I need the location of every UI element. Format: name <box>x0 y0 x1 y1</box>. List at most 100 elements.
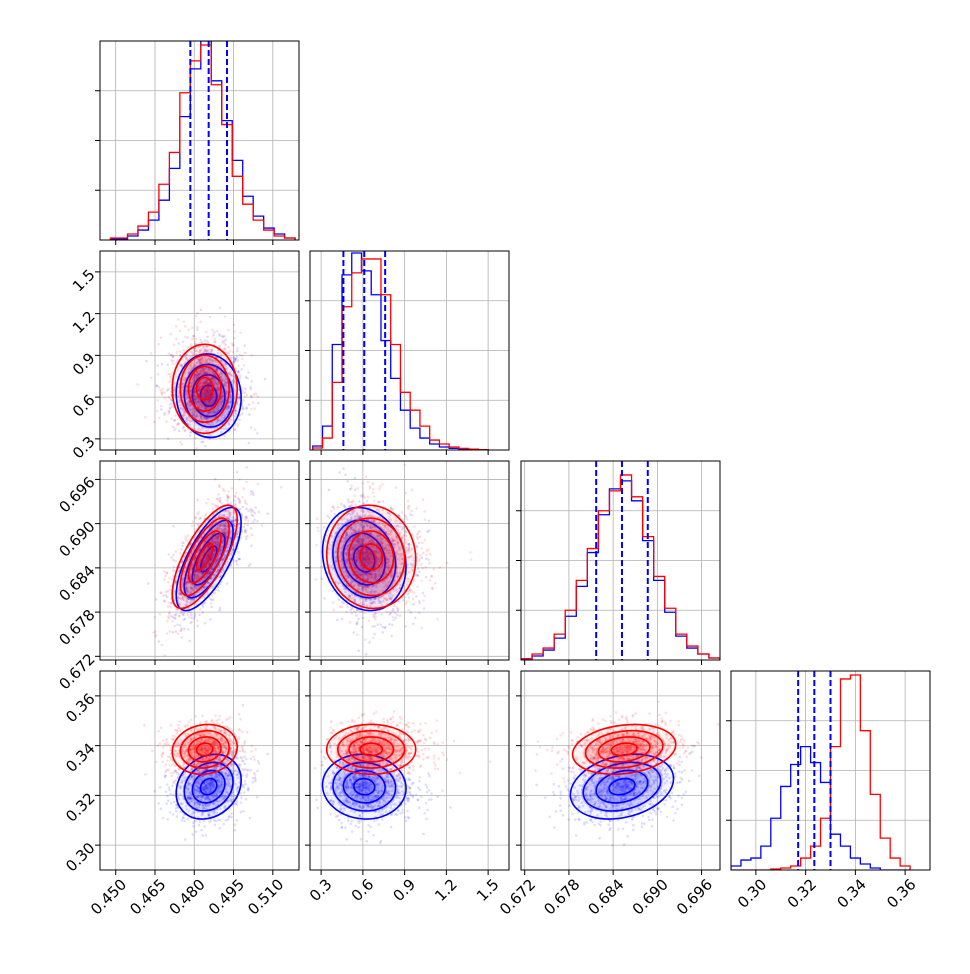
scatter-point <box>237 551 240 554</box>
scatter-point <box>237 371 240 374</box>
histogram-step-red <box>313 259 488 450</box>
scatter-point <box>245 481 248 484</box>
scatter-point <box>161 363 164 366</box>
scatter-point <box>204 445 207 448</box>
scatter-point <box>194 613 197 616</box>
scatter-point <box>180 548 183 551</box>
scatter-point <box>415 507 418 510</box>
scatter-point <box>177 423 180 426</box>
scatter-point <box>251 491 254 494</box>
scatter-point <box>410 611 413 614</box>
scatter-point <box>200 309 203 312</box>
scatter-point <box>223 335 226 338</box>
scatter-point <box>421 557 424 560</box>
scatter-point <box>199 339 202 342</box>
scatter-point <box>163 391 166 394</box>
scatter-point <box>195 517 198 520</box>
scatter-point <box>238 478 241 481</box>
scatter-point <box>172 559 175 562</box>
scatter-point <box>346 480 349 483</box>
scatter-point <box>396 614 399 617</box>
scatter-point <box>408 596 411 599</box>
scatter-point <box>209 316 212 319</box>
scatter-point <box>244 518 247 521</box>
scatter-point <box>390 610 393 613</box>
scatter-point <box>165 572 168 575</box>
scatter-point <box>247 520 250 523</box>
scatter-point <box>188 329 191 332</box>
scatter-point <box>196 326 199 329</box>
scatter-point <box>232 350 235 353</box>
scatter-point <box>418 559 421 562</box>
scatter-point <box>167 353 170 356</box>
scatter-point <box>174 427 177 430</box>
scatter-point <box>158 640 161 643</box>
scatter-point <box>235 560 238 563</box>
scatter-point <box>179 552 182 555</box>
scatter-point <box>241 358 244 361</box>
scatter-point <box>184 537 187 540</box>
scatter-point <box>390 635 393 638</box>
scatter-point <box>408 505 411 508</box>
scatter-point <box>236 471 239 474</box>
scatter-point <box>186 613 189 616</box>
scatter-point <box>243 396 246 399</box>
density-panel-p0-p1 <box>136 306 266 467</box>
scatter-point <box>244 528 247 531</box>
scatter-point <box>167 581 170 584</box>
scatter-point <box>196 328 199 331</box>
scatter-point <box>247 371 250 374</box>
scatter-point <box>380 623 383 626</box>
scatter-point <box>210 606 213 609</box>
scatter-point <box>211 507 214 510</box>
scatter-point <box>169 606 172 609</box>
scatter-point <box>228 352 231 355</box>
scatter-point <box>395 616 398 619</box>
scatter-point <box>193 617 196 620</box>
scatter-point <box>198 613 201 616</box>
scatter-point <box>177 632 180 635</box>
scatter-point <box>190 614 193 617</box>
scatter-point <box>166 632 169 635</box>
scatter-point <box>244 388 247 391</box>
scatter-point <box>256 432 259 435</box>
scatter-point <box>164 397 167 400</box>
scatter-point <box>173 617 176 620</box>
scatter-point <box>367 481 370 484</box>
scatter-point <box>412 622 415 625</box>
scatter-point <box>160 408 163 411</box>
scatter-point <box>205 502 208 505</box>
scatter-point <box>264 378 267 381</box>
scatter-point <box>171 620 174 623</box>
scatter-point <box>316 526 319 529</box>
scatter-point <box>382 500 385 503</box>
scatter-point <box>347 501 350 504</box>
scatter-point <box>216 498 219 501</box>
scatter-point <box>341 618 344 621</box>
scatter-point <box>145 360 148 363</box>
scatter-point <box>404 625 407 628</box>
scatter-point <box>365 653 368 656</box>
scatter-point <box>230 356 233 359</box>
scatter-point <box>366 500 369 503</box>
scatter-point <box>224 347 227 350</box>
scatter-point <box>156 364 159 367</box>
scatter-point <box>333 609 336 612</box>
scatter-point <box>392 618 395 621</box>
scatter-point <box>234 504 237 507</box>
scatter-point <box>186 346 189 349</box>
scatter-point <box>380 613 383 616</box>
scatter-point <box>184 325 187 328</box>
scatter-point <box>157 343 160 346</box>
scatter-point <box>173 344 176 347</box>
scatter-point <box>206 339 209 342</box>
scatter-point <box>346 606 349 609</box>
scatter-point <box>338 471 341 474</box>
scatter-point <box>172 525 175 528</box>
scatter-point <box>214 478 217 481</box>
scatter-point <box>232 361 235 364</box>
scatter-point <box>168 373 171 376</box>
density-panel-p0-p2 <box>147 466 283 657</box>
scatter-point <box>195 447 198 450</box>
scatter-point <box>418 611 421 614</box>
